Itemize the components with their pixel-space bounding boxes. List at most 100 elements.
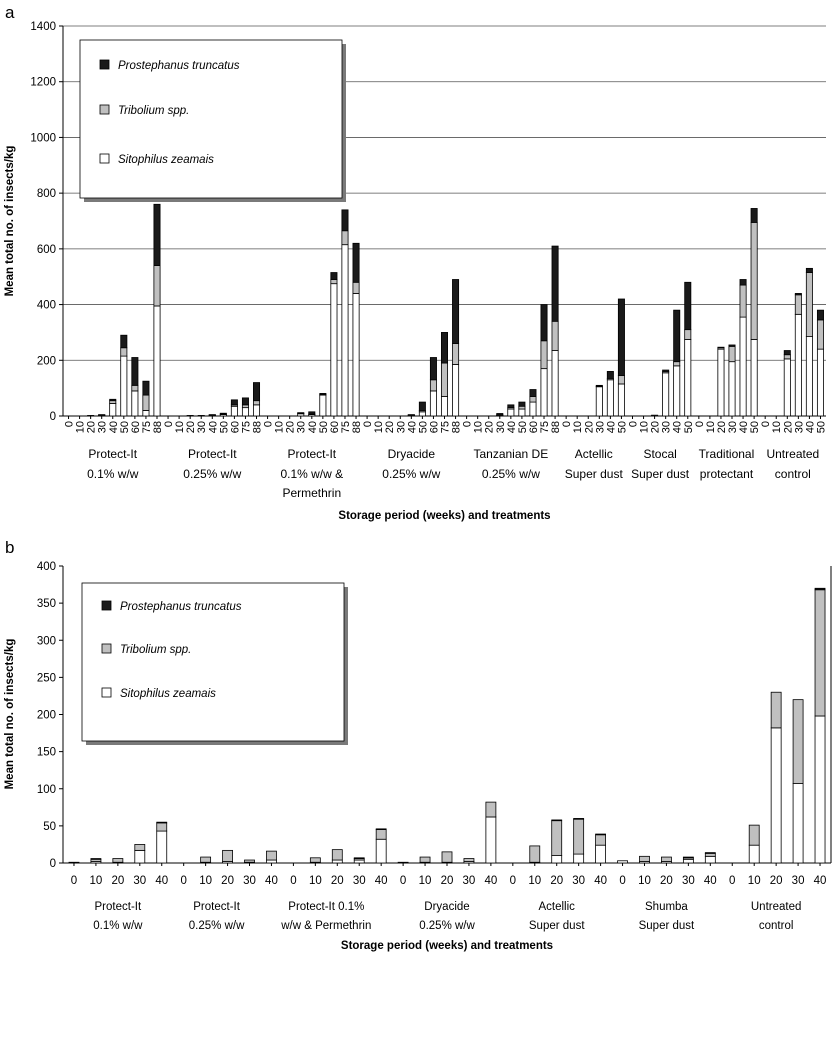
group-label: 0.25% w/w (183, 467, 241, 481)
bar-sitophilus (682, 858, 694, 864)
x-tick-label: 0 (163, 421, 175, 427)
bar-tribolium (770, 691, 782, 729)
bar-sitophilus (805, 336, 813, 417)
legend: Prostephanus truncatus Tribolium spp. Sito… (81, 582, 348, 745)
x-tick-label: 0 (362, 421, 374, 427)
bar-sitophilus (397, 861, 409, 864)
x-tick-label: 10 (373, 421, 385, 433)
x-tick-label: 30 (495, 421, 507, 433)
bar-prostephanus (418, 401, 426, 411)
x-tick-label: 30 (353, 875, 366, 887)
bar-prostephanus (704, 852, 716, 854)
bar-prostephanus (429, 357, 437, 381)
bar-prostephanus (816, 309, 824, 321)
bar-tribolium (595, 834, 606, 846)
bar-tribolium (244, 859, 255, 863)
x-tick-label: 40 (672, 421, 684, 433)
group-label: Actellic (538, 901, 575, 913)
bar-sitophilus (814, 715, 826, 864)
group-label: w/w & Permethrin (280, 920, 371, 932)
bar-sitophilus (684, 338, 692, 417)
x-tick-label: 10 (473, 421, 485, 433)
x-tick-label: 88 (451, 421, 463, 433)
bar-tribolium (704, 852, 716, 857)
x-tick-label: 20 (86, 421, 98, 433)
bar-sitophilus (353, 859, 365, 864)
x-tick-label: 10 (90, 875, 103, 887)
bar-prostephanus (440, 332, 448, 364)
bar-tribolium (485, 801, 497, 818)
y-tick-label: 150 (37, 747, 56, 759)
x-tick-label: 30 (395, 421, 407, 433)
bar-tribolium (429, 379, 437, 392)
bar-prostephanus (551, 245, 559, 322)
bar-sitophilus (156, 830, 168, 864)
bar-sitophilus (452, 364, 460, 417)
bar-sitophilus (704, 855, 716, 864)
bar-tribolium (153, 265, 161, 307)
bar-tribolium (794, 294, 802, 315)
group-label: Traditional (699, 447, 755, 461)
bar-sitophilus (595, 844, 606, 864)
legend-swatch (99, 104, 110, 115)
bar-tribolium (131, 384, 139, 392)
bar-tribolium (120, 347, 128, 357)
group-label: protectant (700, 467, 754, 481)
x-tick-label: 20 (285, 421, 297, 433)
panel-label: a (5, 3, 15, 22)
group-label: Super dust (565, 467, 624, 481)
x-tick-label: 30 (196, 421, 208, 433)
x-tick-label: 88 (152, 421, 164, 433)
bar-prostephanus (682, 856, 694, 859)
x-tick-label: 50 (318, 421, 330, 433)
legend-swatch (101, 643, 112, 654)
bar-tribolium (814, 589, 826, 717)
group-label: 0.25% w/w (382, 467, 440, 481)
x-tick-label: 75 (141, 421, 153, 433)
bar-sitophilus (375, 838, 387, 864)
bar-sitophilus (748, 844, 760, 864)
group-label: Protect-It (88, 447, 137, 461)
legend-swatch (101, 687, 112, 698)
bar-prostephanus (297, 412, 305, 414)
x-tick-label: 40 (738, 421, 750, 433)
legend-box (79, 39, 343, 199)
bar-sitophilus (617, 383, 625, 417)
x-tick-label: 30 (243, 875, 256, 887)
bar-prostephanus (253, 382, 261, 402)
bar-sitophilus (662, 372, 670, 417)
group-label: Super dust (639, 920, 695, 932)
bar-prostephanus (805, 267, 813, 273)
x-tick-label: 20 (484, 421, 496, 433)
x-tick-label: 40 (704, 875, 717, 887)
bar-sitophilus (440, 396, 448, 417)
x-tick-label: 40 (265, 875, 278, 887)
bar-prostephanus (156, 821, 168, 824)
y-tick-label: 1400 (30, 21, 56, 33)
bar-sitophilus (792, 783, 804, 864)
bar-tribolium (750, 221, 758, 340)
bar-sitophilus (651, 414, 659, 417)
x-tick-label: 60 (329, 421, 341, 433)
bar-sitophilus (131, 390, 139, 417)
x-tick-label: 10 (309, 875, 322, 887)
x-tick-label: 88 (550, 421, 562, 433)
bar-prostephanus (452, 279, 460, 344)
x-tick-label: 20 (660, 875, 673, 887)
legend-label: Prostephanus truncatus (118, 60, 240, 72)
x-tick-label: 20 (331, 875, 344, 887)
bar-sitophilus (230, 405, 238, 417)
bar-prostephanus (219, 412, 227, 415)
bar-prostephanus (352, 242, 360, 283)
x-tick-label: 40 (814, 875, 827, 887)
x-tick-label: 0 (510, 875, 516, 887)
x-tick-label: 10 (572, 421, 584, 433)
bar-sitophilus (341, 244, 349, 417)
bar-prostephanus (241, 397, 249, 406)
y-tick-label: 50 (43, 821, 56, 833)
x-tick-label: 30 (572, 875, 585, 887)
x-tick-label: 20 (550, 875, 563, 887)
x-tick-label: 20 (384, 421, 396, 433)
bar-prostephanus (540, 304, 548, 342)
bar-tribolium (241, 404, 249, 409)
